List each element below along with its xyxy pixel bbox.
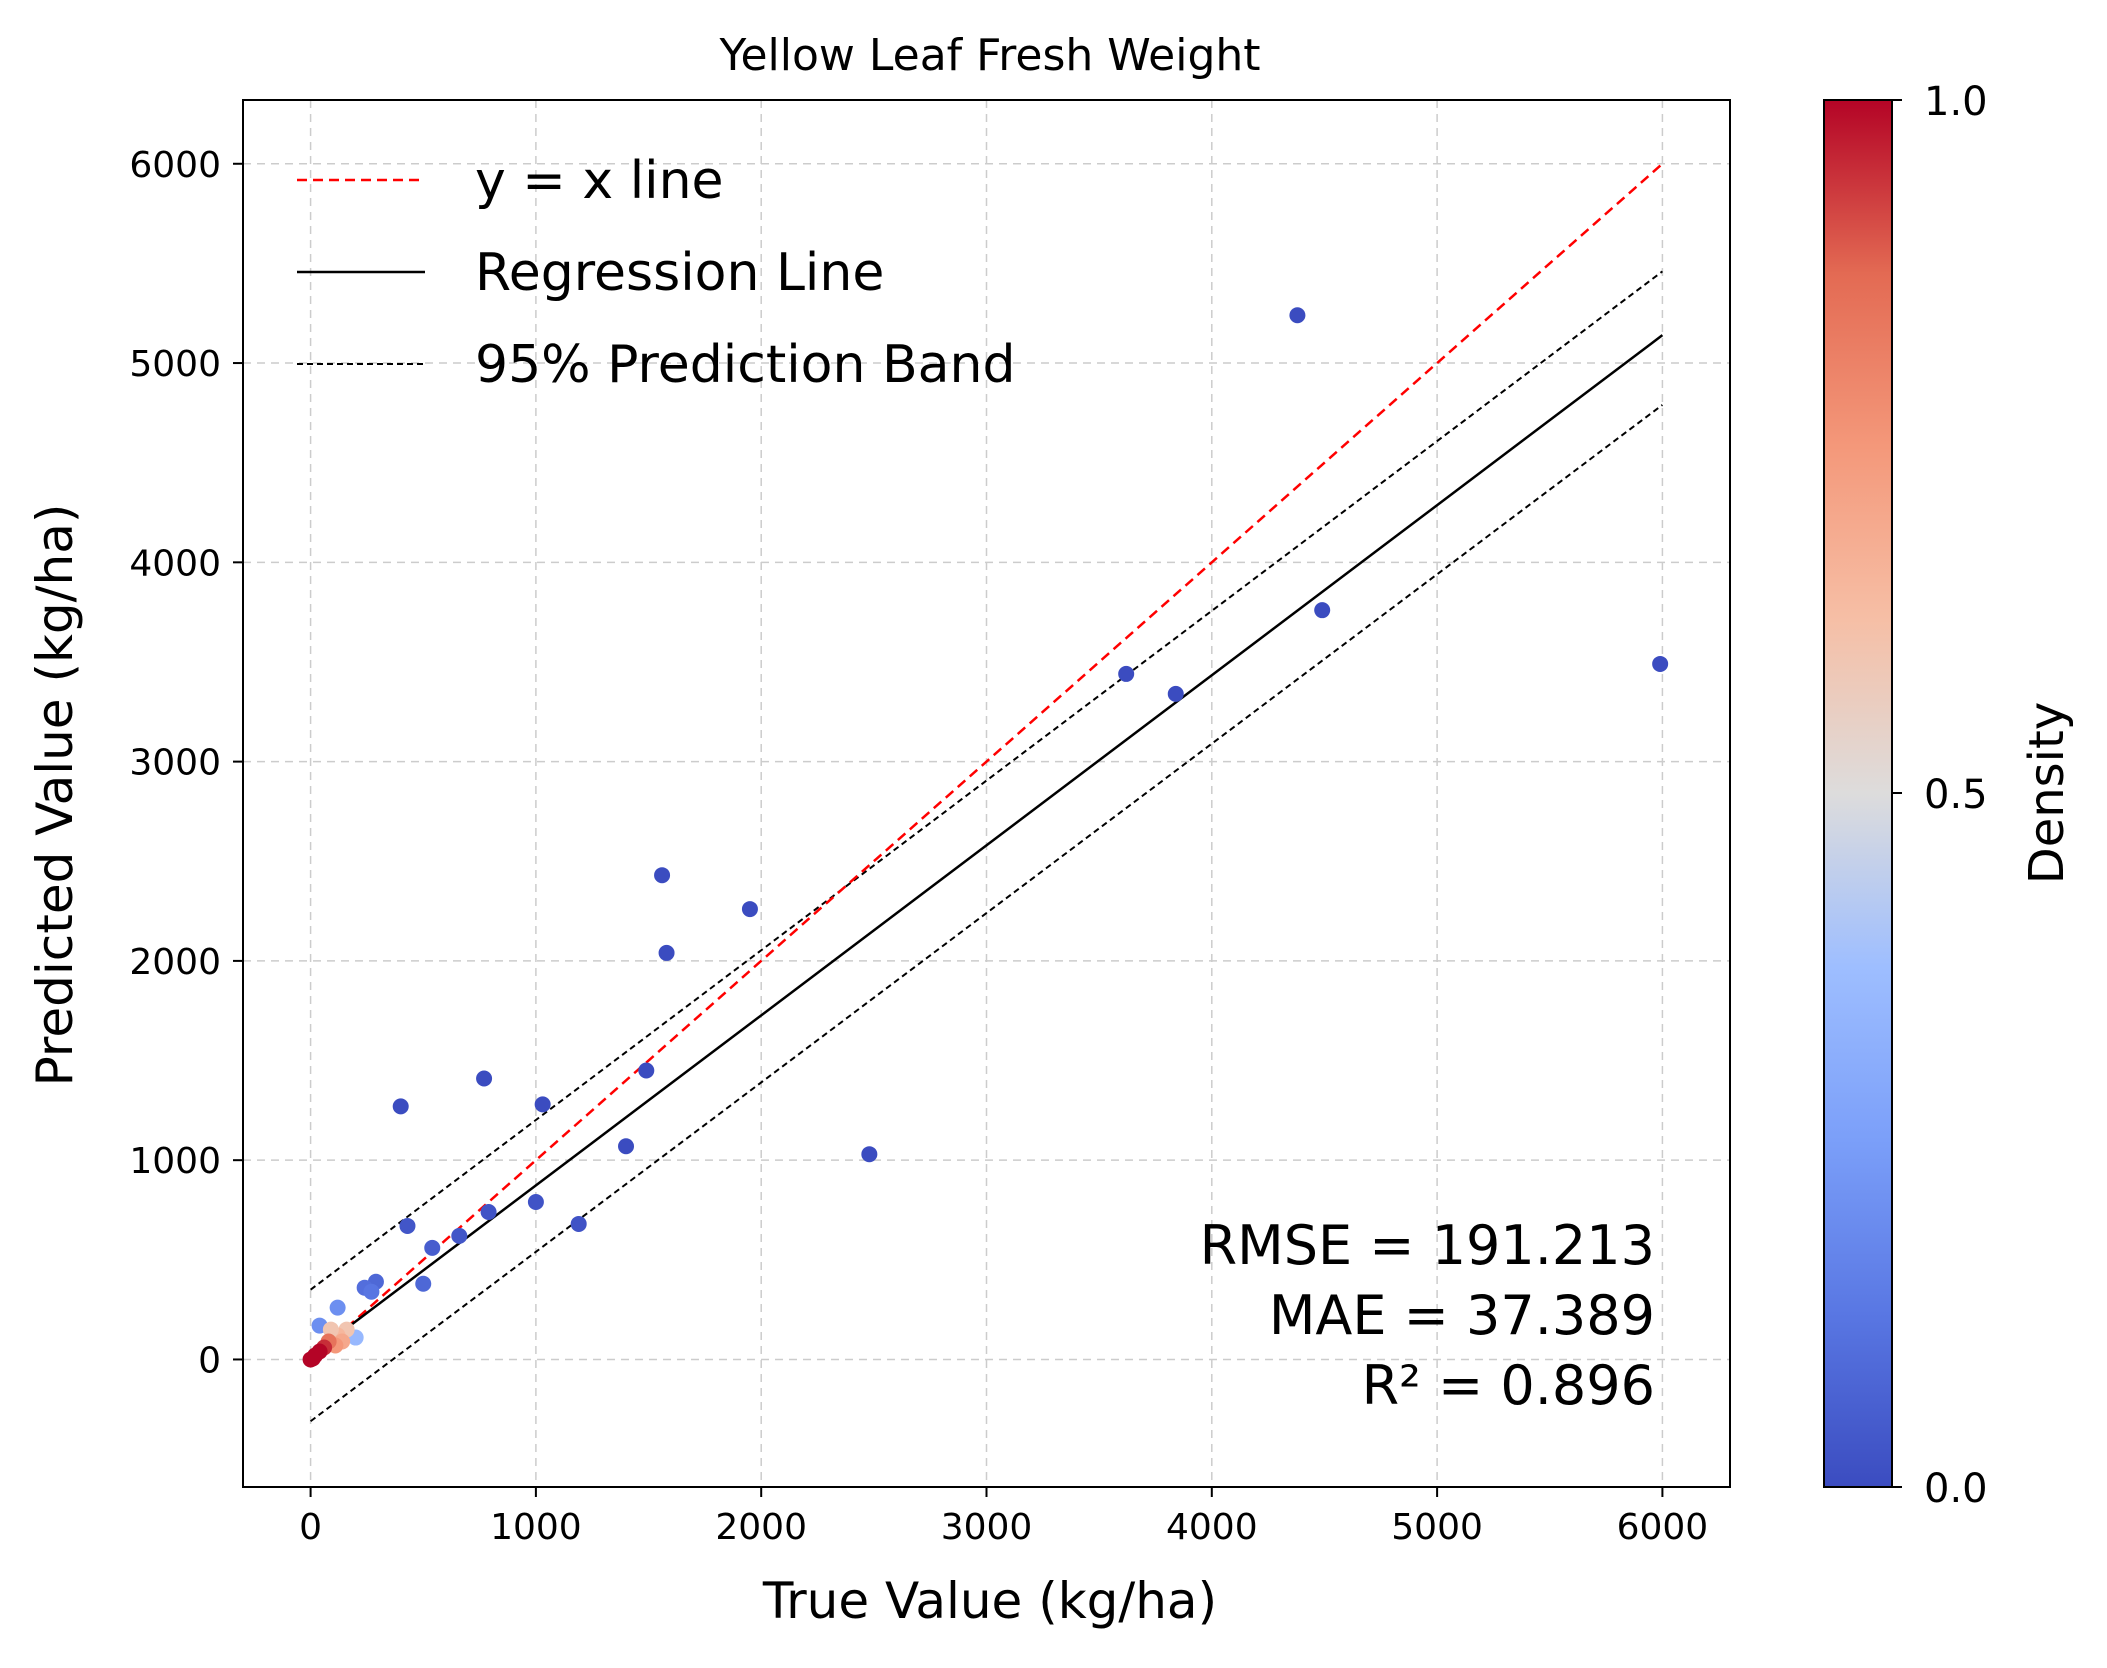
x-tick-label: 3000 [941,1507,1033,1548]
data-point [322,1321,339,1338]
data-points [302,307,1669,1368]
legend-label-prediction-band: 95% Prediction Band [475,335,1015,395]
colorbar-label: Density [2019,702,2075,884]
legend-label-regression: Regression Line [475,243,884,303]
x-tick-label: 0 [299,1507,322,1548]
y-tick-label: 2000 [129,942,221,983]
colorbar: 0.0 0.5 1.0 Density [1823,79,2075,1512]
plot-lines [309,162,1664,1423]
colorbar-tick-label: 1.0 [1924,79,1988,125]
y-axis-ticks: 0 1000 2000 3000 4000 5000 6000 [129,145,243,1381]
x-tick-label: 5000 [1391,1507,1483,1548]
colorbar-gradient [1823,99,1893,1488]
data-point [476,1070,493,1087]
x-tick-label: 1000 [490,1507,582,1548]
x-tick-label: 2000 [715,1507,807,1548]
prediction-band-lower [309,404,1664,1423]
colorbar-tick-label: 0.0 [1924,1466,1988,1512]
data-point [1314,602,1331,619]
data-point [1289,307,1306,324]
data-point [1652,655,1669,672]
data-point [399,1217,416,1234]
regression-line [309,334,1664,1357]
data-point [480,1203,497,1220]
legend: y = x line Regression Line 95% Predictio… [297,151,1015,395]
data-point [392,1098,409,1115]
y-tick-label: 6000 [129,145,221,186]
metric-mae: MAE = 37.389 [1269,1284,1655,1347]
data-point [451,1227,468,1244]
legend-label-identity: y = x line [475,151,724,211]
data-point [638,1062,655,1079]
data-point [570,1215,587,1232]
x-axis-label: True Value (kg/ha) [762,1572,1217,1630]
metric-rmse: RMSE = 191.213 [1200,1214,1655,1277]
data-point [618,1138,635,1155]
data-point [1118,665,1135,682]
y-tick-label: 4000 [129,543,221,584]
y-tick-label: 1000 [129,1141,221,1182]
data-point [527,1194,544,1211]
data-point [741,901,758,918]
x-tick-label: 6000 [1617,1507,1709,1548]
prediction-band-upper [309,270,1664,1291]
y-tick-label: 5000 [129,344,221,385]
y-tick-label: 3000 [129,743,221,784]
data-point [654,867,671,884]
data-point [424,1239,441,1256]
metric-r2: R² = 0.896 [1362,1354,1655,1417]
x-tick-label: 4000 [1166,1507,1258,1548]
data-point [302,1351,319,1368]
chart-title: Yellow Leaf Fresh Weight [718,30,1260,81]
metrics-annotation: RMSE = 191.213 MAE = 37.389 R² = 0.896 [1200,1214,1655,1417]
data-point [415,1275,432,1292]
data-point [363,1283,380,1300]
x-axis-ticks: 0 1000 2000 3000 4000 5000 6000 [299,1487,1708,1548]
data-point [329,1299,346,1316]
y-axis-label: Predicted Value (kg/ha) [26,504,84,1087]
data-point [1167,685,1184,702]
data-point [861,1146,878,1163]
data-point [534,1096,551,1113]
identity-line [309,162,1664,1361]
data-point [658,944,675,961]
colorbar-tick-label: 0.5 [1924,772,1988,818]
y-tick-label: 0 [198,1340,221,1381]
grid [243,100,1730,1487]
